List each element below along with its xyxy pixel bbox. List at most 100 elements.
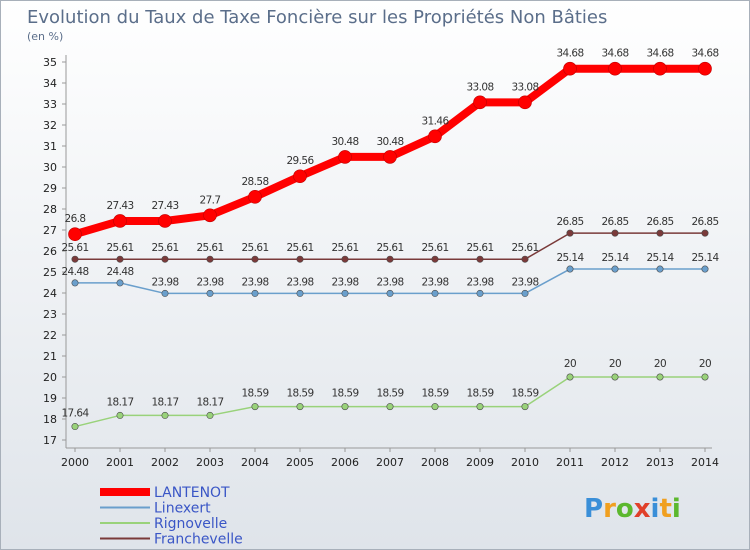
data-label: 23.98 <box>511 276 538 288</box>
y-tick-label: 28 <box>43 203 57 216</box>
x-tick-label: 2004 <box>241 456 269 469</box>
data-point <box>563 61 577 76</box>
data-point <box>698 61 712 76</box>
data-label: 24.48 <box>106 266 133 278</box>
logo-text: Proxiti <box>584 494 681 524</box>
y-tick-label: 21 <box>43 350 57 363</box>
data-label: 18.59 <box>376 388 403 400</box>
data-point <box>296 255 304 263</box>
data-point <box>566 229 574 237</box>
data-point <box>386 289 394 297</box>
y-tick-label: 35 <box>43 56 57 69</box>
data-point <box>476 255 484 263</box>
data-point <box>521 403 529 411</box>
data-point <box>431 289 439 297</box>
data-point <box>653 61 667 76</box>
y-tick-label: 30 <box>43 161 57 174</box>
data-label: 25.61 <box>511 242 538 254</box>
legend-label: LANTENOT <box>154 485 230 501</box>
data-point <box>158 214 172 228</box>
data-point <box>206 255 214 263</box>
data-label: 25.14 <box>601 252 629 264</box>
data-label: 30.48 <box>331 136 358 148</box>
data-label: 17.64 <box>61 408 89 420</box>
data-label: 25.61 <box>331 242 358 254</box>
data-label: 18.59 <box>241 388 268 400</box>
data-point <box>338 150 352 164</box>
data-point <box>566 373 574 381</box>
x-tick-label: 2014 <box>691 456 719 469</box>
y-tick-label: 25 <box>43 266 57 279</box>
data-point <box>116 411 124 419</box>
data-point <box>71 279 79 287</box>
data-label: 27.43 <box>151 200 178 212</box>
data-point <box>476 403 484 411</box>
y-tick-label: 20 <box>43 371 57 384</box>
data-point <box>476 289 484 297</box>
data-label: 26.85 <box>691 216 718 228</box>
data-point <box>701 265 709 273</box>
data-point <box>701 373 709 381</box>
data-label: 20 <box>654 358 666 370</box>
data-point <box>113 214 127 228</box>
y-tick-label: 26 <box>43 245 57 258</box>
data-label: 18.59 <box>511 388 538 400</box>
data-label: 23.98 <box>421 276 448 288</box>
data-point <box>251 403 259 411</box>
data-label: 27.7 <box>200 194 221 206</box>
data-label: 23.98 <box>286 276 313 288</box>
data-point <box>521 255 529 263</box>
data-label: 20 <box>609 358 621 370</box>
legend-label: Linexert <box>154 501 211 517</box>
data-point <box>656 229 664 237</box>
x-tick-label: 2013 <box>646 456 674 469</box>
proxiti-logo: Proxiti <box>584 494 681 524</box>
data-point <box>656 265 664 273</box>
data-label: 23.98 <box>151 276 178 288</box>
y-tick-label: 22 <box>43 329 57 342</box>
data-point <box>521 289 529 297</box>
data-label: 25.61 <box>106 242 133 254</box>
data-label: 27.43 <box>106 200 133 212</box>
chart-title: Evolution du Taux de Taxe Foncière sur l… <box>27 7 607 28</box>
data-label: 18.59 <box>466 388 493 400</box>
data-label: 18.17 <box>106 396 133 408</box>
data-label: 18.59 <box>286 388 313 400</box>
data-point <box>251 289 259 297</box>
y-tick-label: 31 <box>43 140 57 153</box>
data-label: 31.46 <box>421 115 449 127</box>
chart-subtitle: (en %) <box>27 30 63 43</box>
logo-letter: P <box>584 494 603 524</box>
data-label: 34.68 <box>691 48 718 60</box>
data-point <box>383 150 397 164</box>
legend-label: Rignovelle <box>154 516 227 532</box>
data-label: 25.61 <box>196 242 223 254</box>
logo-letter: i <box>651 494 660 524</box>
y-tick-label: 32 <box>43 119 57 132</box>
data-label: 26.85 <box>646 216 673 228</box>
y-tick-label: 27 <box>43 224 57 237</box>
data-point <box>251 255 259 263</box>
y-tick-label: 33 <box>43 98 57 111</box>
logo-letter: o <box>616 494 634 524</box>
data-point <box>341 403 349 411</box>
data-label: 26.85 <box>601 216 628 228</box>
y-tick-label: 18 <box>43 413 57 426</box>
data-point <box>428 129 442 144</box>
y-tick-label: 23 <box>43 308 57 321</box>
data-point <box>611 265 619 273</box>
data-label: 18.59 <box>421 388 448 400</box>
data-label: 30.48 <box>376 136 403 148</box>
data-label: 29.56 <box>286 155 314 167</box>
y-tick-label: 17 <box>43 434 57 447</box>
data-label: 20 <box>699 358 711 370</box>
data-point <box>518 95 532 110</box>
axes: 17 18 19 20 21 22 23 24 25 26 27 28 29 30 31 32 33 34 35 20… <box>43 55 719 469</box>
y-tick-label: 29 <box>43 182 57 195</box>
data-label: 20 <box>564 358 576 370</box>
x-tick-label: 2007 <box>376 456 404 469</box>
data-label: 23.98 <box>196 276 223 288</box>
